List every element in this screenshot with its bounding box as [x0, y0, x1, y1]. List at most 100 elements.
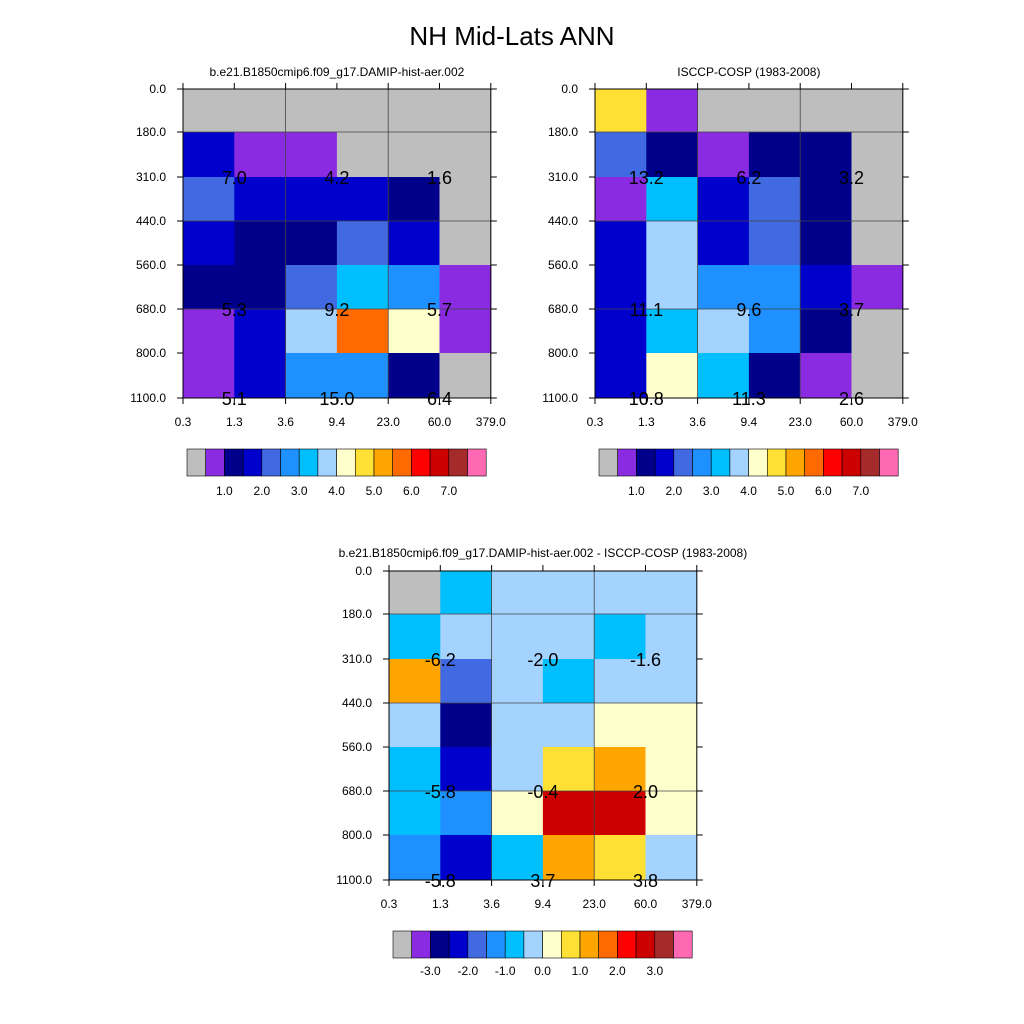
heatmap-cell: [439, 132, 492, 178]
box-value-label: 3.7: [530, 871, 555, 891]
heatmap-cell: [594, 703, 646, 748]
heatmap-cell: [645, 614, 698, 660]
heatmap-cell: [388, 221, 440, 266]
y-tick-label: 680.0: [548, 302, 578, 316]
heatmap-cell: [388, 309, 440, 354]
heatmap-cell: [183, 89, 235, 133]
colorbar-swatch: [636, 448, 656, 477]
colorbar-label: 1.0: [628, 484, 645, 498]
colorbar-swatch: [841, 448, 862, 477]
heatmap-cell: [440, 614, 493, 660]
colorbar-label: 4.0: [740, 484, 757, 498]
colorbar-swatch: [879, 448, 899, 477]
heatmap-cell: [336, 221, 389, 266]
colorbar-swatch: [766, 448, 787, 477]
heatmap-cell: [234, 177, 287, 222]
panel-observations: ISCCP-COSP (1983-2008) 0.3 1.3 3.6 9.4 23.0 60…: [542, 65, 918, 498]
heatmap-cell: [748, 89, 801, 133]
heatmap-cell: [542, 791, 595, 836]
box-value-label: 2.6: [839, 389, 864, 409]
heatmap-cell: [697, 132, 750, 178]
heatmap-cell: [645, 791, 698, 836]
heatmap-cell: [388, 132, 440, 178]
y-tick-label: 0.0: [149, 82, 166, 96]
heatmap-cell: [645, 703, 698, 748]
colorbar-label: 2.0: [253, 484, 270, 498]
y-tick-label: 1100.0: [336, 873, 372, 887]
heatmap-cell: [646, 177, 699, 222]
heatmap-cell: [800, 309, 852, 354]
heatmap-cell: [439, 177, 492, 222]
y-tick-label: 680.0: [136, 302, 166, 316]
x-tick-label: 60.0: [428, 415, 452, 429]
box-value-label: 1.6: [427, 168, 452, 188]
box-value-label: -5.8: [425, 782, 456, 802]
x-tick-label: 1.3: [432, 897, 449, 911]
heatmap-cell: [388, 353, 440, 399]
colorbar-label: 1.0: [572, 964, 589, 978]
heatmap-cell: [491, 835, 544, 881]
y-tick-label: 440.0: [136, 214, 166, 228]
heatmap-cell: [285, 132, 338, 178]
heatmap-cell: [234, 132, 287, 178]
heatmap-cell: [595, 353, 647, 399]
y-tick-label: 0.0: [561, 82, 578, 96]
box-value-label: 7.0: [222, 168, 247, 188]
colorbar-label: 2.0: [609, 964, 626, 978]
y-tick-label: 1100.0: [130, 391, 166, 405]
panel-model: b.e21.B1850cmip6.f09_g17.DAMIP-hist-aer.…: [130, 65, 506, 498]
heatmap-cell: [800, 221, 852, 266]
colorbar-swatch: [448, 448, 468, 477]
heatmap-cell: [748, 265, 801, 310]
colorbar-swatch: [673, 930, 693, 959]
colorbar-swatch: [392, 448, 412, 477]
box-value-label: 4.2: [324, 168, 349, 188]
heatmap-cell: [542, 659, 595, 704]
heatmap-cell: [646, 353, 699, 399]
colorbar-swatch: [598, 930, 618, 959]
heatmap-cell: [697, 309, 750, 354]
colorbar-swatch: [804, 448, 824, 477]
colorbar-swatch: [542, 930, 562, 959]
x-tick-label: 23.0: [583, 897, 607, 911]
colorbar-label: 4.0: [328, 484, 345, 498]
heatmap-cell: [183, 309, 235, 354]
box-value-label: 3.8: [633, 871, 658, 891]
colorbar-swatch: [242, 448, 263, 477]
heatmap-cell: [439, 265, 492, 310]
heatmap-cell: [851, 177, 904, 222]
colorbar-swatch: [635, 930, 656, 959]
heatmap-cell: [697, 89, 750, 133]
x-tick-label: 23.0: [377, 415, 401, 429]
heatmap-cell: [389, 614, 441, 660]
heatmap-cell: [595, 132, 647, 178]
heatmap-cell: [336, 132, 389, 178]
colorbar-swatch: [411, 448, 431, 477]
colorbar-swatch: [598, 448, 619, 477]
box-value-label: 9.2: [324, 300, 349, 320]
y-tick-label: 440.0: [342, 696, 372, 710]
colorbar-swatch: [692, 448, 712, 477]
colorbar-swatch: [373, 448, 394, 477]
colorbar-swatch: [617, 448, 637, 477]
colorbar-swatch: [560, 930, 581, 959]
y-tick-label: 800.0: [548, 346, 578, 360]
heatmap-cell: [646, 309, 699, 354]
heatmap-cell: [594, 835, 646, 881]
heatmap-cell: [285, 265, 338, 310]
colorbar-swatch: [448, 930, 469, 959]
colorbar-swatch: [354, 448, 375, 477]
heatmap-cell: [748, 177, 801, 222]
colorbar-swatch: [205, 448, 225, 477]
heatmap-cell: [440, 571, 493, 615]
heatmap-cell: [697, 221, 750, 266]
heatmap-cell: [389, 571, 441, 615]
heatmap-cell: [234, 353, 287, 399]
heatmap-cell: [594, 747, 646, 792]
heatmap-cell: [234, 89, 287, 133]
heatmap-cell: [851, 132, 904, 178]
heatmap-cell: [183, 265, 235, 310]
heatmap-cell: [183, 177, 235, 222]
box-value-label: -0.4: [527, 782, 558, 802]
heatmap-cell: [439, 89, 492, 133]
